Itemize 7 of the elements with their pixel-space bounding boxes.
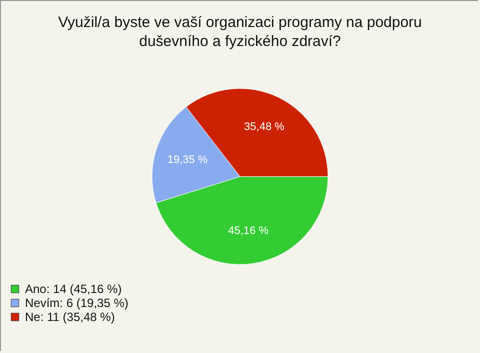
data-label: 19,35 % bbox=[167, 154, 208, 166]
legend-label: Ne: 11 (35,48 %) bbox=[25, 310, 115, 324]
chart-title: Využil/a byste ve vaší organizaci programy na podporu duševního a fyzického zdraví? bbox=[58, 14, 422, 50]
legend-label: Ano: 14 (45,16 %) bbox=[25, 282, 122, 296]
data-label: 45,16 % bbox=[228, 224, 269, 237]
data-label: 35,48 % bbox=[244, 121, 285, 134]
legend-label: Nevím: 6 (19,35 %) bbox=[25, 296, 128, 310]
